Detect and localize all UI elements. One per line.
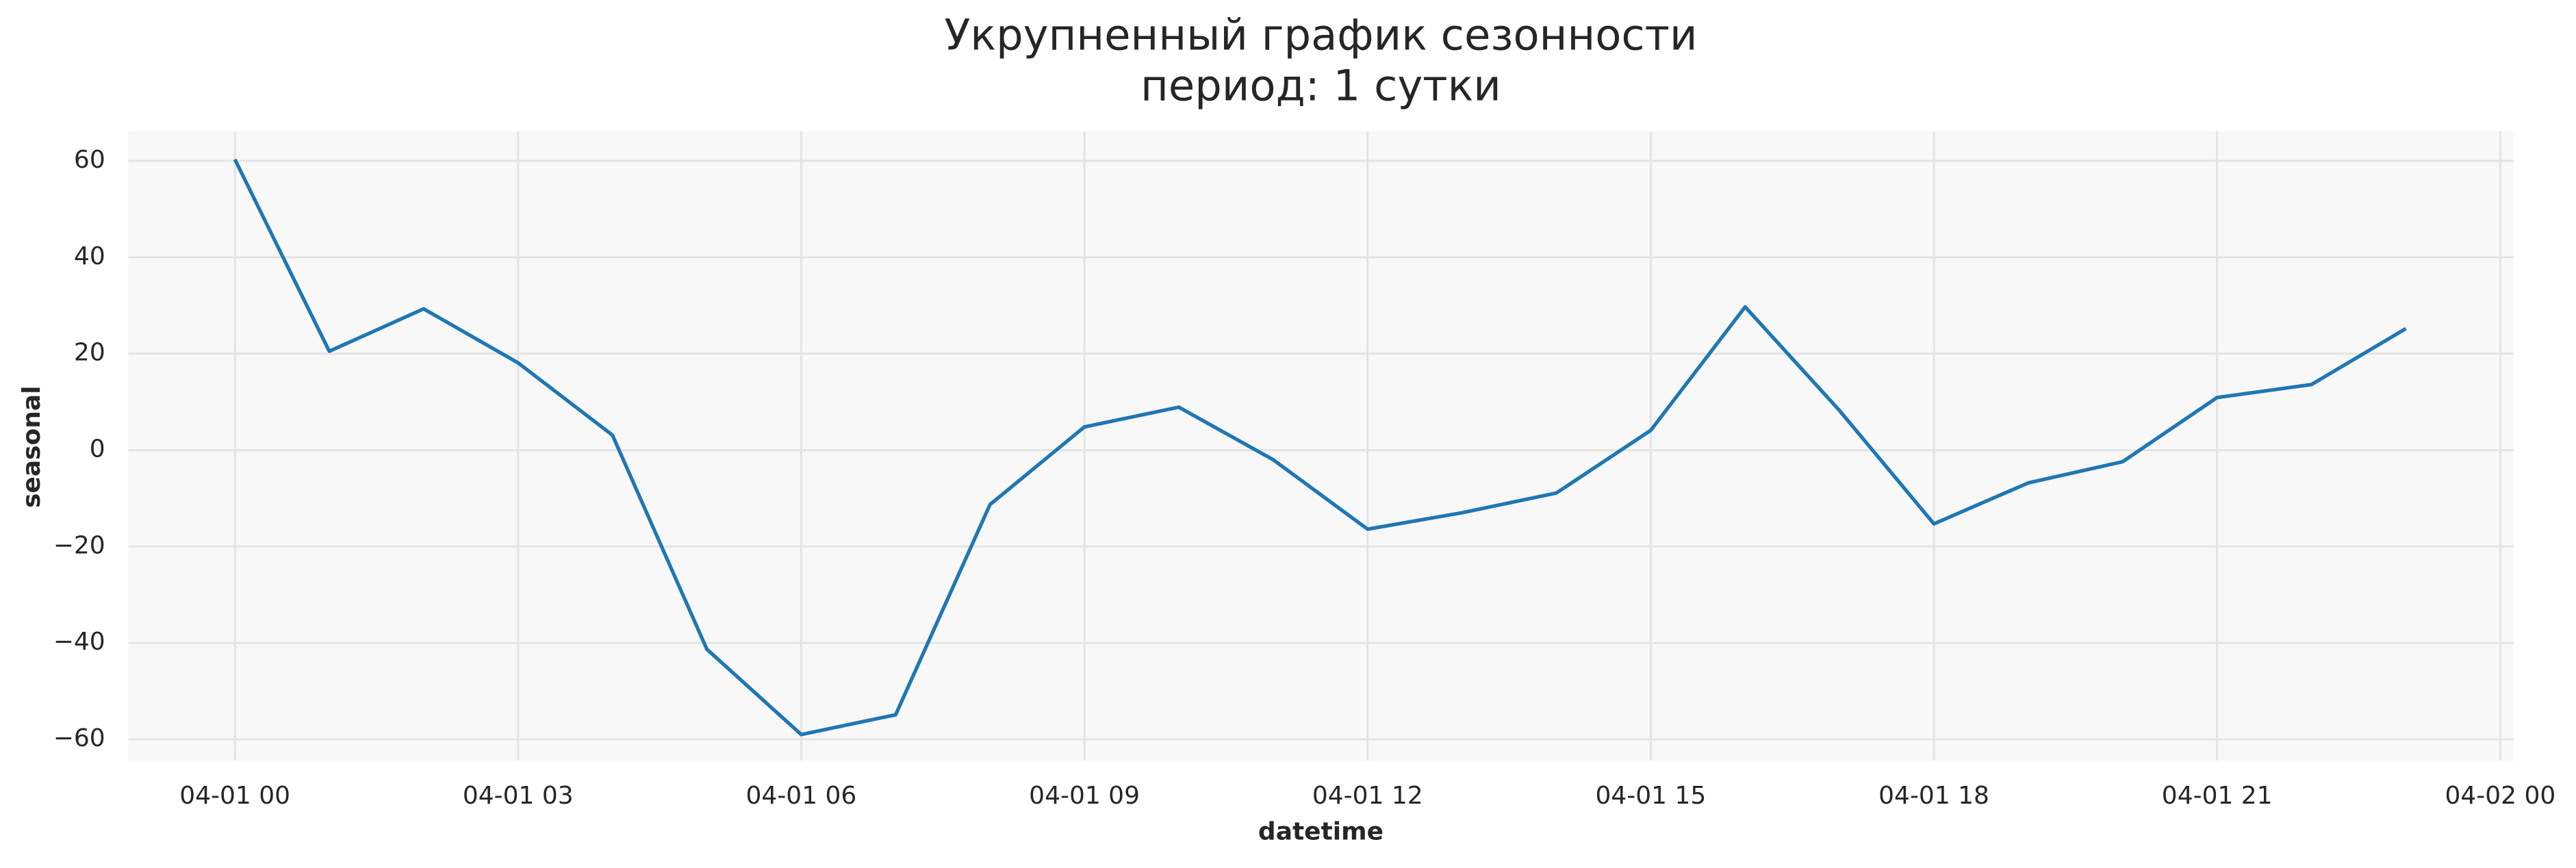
data-line <box>233 158 2407 737</box>
y-tick-label: 60 <box>74 146 105 174</box>
y-tick-label: −20 <box>53 531 105 559</box>
x-tick-label: 04-01 18 <box>1878 782 1989 810</box>
x-tick-label: 04-01 15 <box>1596 782 1707 810</box>
x-tick-label: 04-01 09 <box>1029 782 1140 810</box>
plot-area <box>128 131 2514 761</box>
y-tick-label: −40 <box>53 628 105 656</box>
y-axis-label: seasonal <box>18 385 46 507</box>
y-tick-label: 40 <box>74 242 105 270</box>
x-tick-label: 04-01 00 <box>179 782 290 810</box>
chart-subtitle: период: 1 сутки <box>1140 61 1501 111</box>
x-tick-label: 04-01 21 <box>2162 782 2273 810</box>
y-tick-label: 20 <box>74 339 105 367</box>
x-axis-label: datetime <box>1258 818 1383 846</box>
x-tick-label: 04-01 06 <box>746 782 857 810</box>
x-tick-label: 04-01 12 <box>1312 782 1423 810</box>
x-tick-label: 04-02 00 <box>2445 782 2555 810</box>
y-tick-label: −60 <box>53 724 105 752</box>
x-tick-label: 04-01 03 <box>463 782 574 810</box>
y-tick-label: 0 <box>90 435 105 463</box>
chart-title: Укрупненный график сезонности <box>944 10 1697 60</box>
